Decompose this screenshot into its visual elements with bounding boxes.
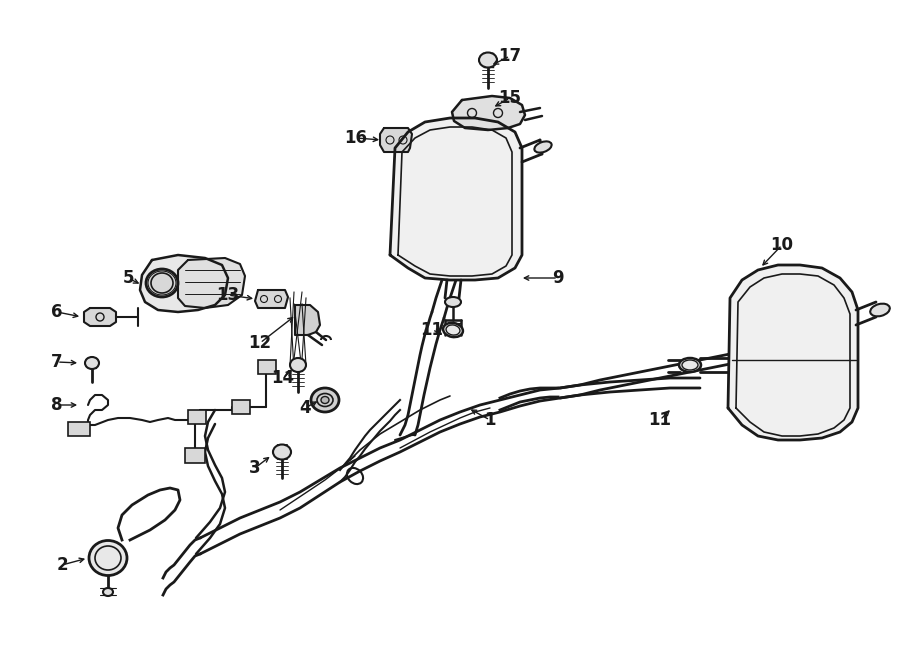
Polygon shape: [255, 290, 288, 308]
Text: 11: 11: [420, 321, 444, 339]
Text: 3: 3: [249, 459, 261, 477]
Ellipse shape: [290, 358, 306, 372]
Bar: [68, 422, 90, 436]
Text: 13: 13: [216, 286, 239, 304]
Polygon shape: [178, 258, 245, 308]
Ellipse shape: [146, 269, 178, 297]
Text: 14: 14: [272, 369, 294, 387]
Polygon shape: [140, 255, 228, 312]
Text: 8: 8: [51, 396, 63, 414]
Ellipse shape: [103, 588, 113, 596]
Text: 4: 4: [299, 399, 310, 417]
Text: 9: 9: [553, 269, 563, 287]
Text: 10: 10: [770, 236, 794, 254]
Text: 12: 12: [248, 334, 272, 352]
Polygon shape: [84, 308, 116, 326]
Polygon shape: [728, 265, 858, 440]
Ellipse shape: [679, 358, 701, 372]
Ellipse shape: [479, 52, 497, 68]
Text: 6: 6: [51, 303, 63, 321]
Ellipse shape: [321, 397, 329, 404]
Ellipse shape: [89, 540, 127, 575]
Ellipse shape: [870, 304, 890, 316]
Text: 7: 7: [51, 353, 63, 371]
Ellipse shape: [443, 323, 463, 337]
Ellipse shape: [445, 297, 461, 307]
Ellipse shape: [311, 388, 339, 412]
Polygon shape: [452, 96, 525, 130]
Bar: [185, 448, 205, 463]
Text: 2: 2: [56, 556, 68, 574]
Polygon shape: [295, 305, 320, 335]
Text: 1: 1: [484, 411, 496, 429]
Bar: [258, 360, 276, 374]
Text: 15: 15: [499, 89, 521, 107]
Bar: [188, 410, 206, 424]
Text: 11: 11: [649, 411, 671, 429]
Ellipse shape: [273, 444, 291, 459]
Text: 17: 17: [499, 47, 522, 65]
Ellipse shape: [535, 142, 552, 153]
Ellipse shape: [85, 357, 99, 369]
Polygon shape: [390, 118, 522, 280]
Text: 5: 5: [122, 269, 134, 287]
Bar: [232, 400, 250, 414]
Text: 16: 16: [345, 129, 367, 147]
Polygon shape: [380, 128, 412, 152]
